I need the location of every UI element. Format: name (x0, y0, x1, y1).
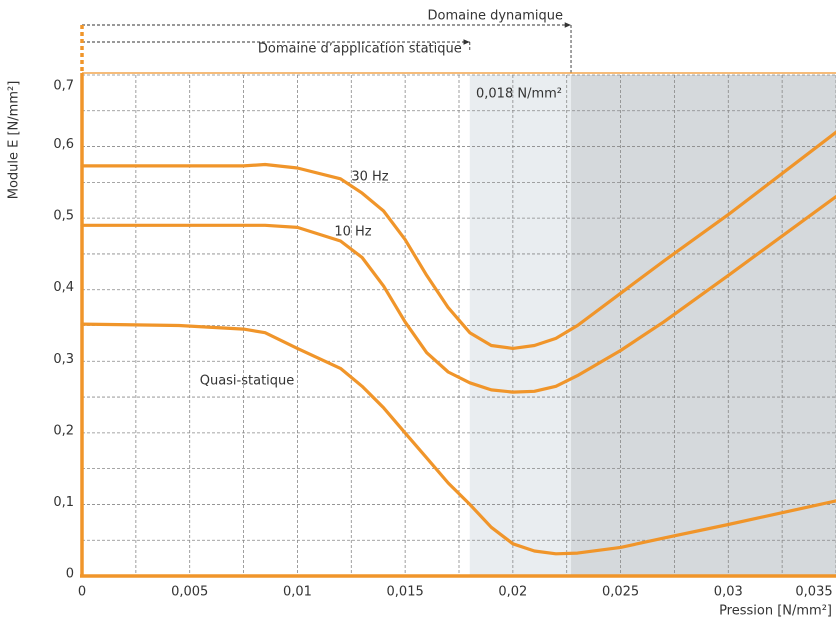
range-label: Domaine d’application statique (258, 42, 462, 57)
x-tick-label: 0,005 (171, 585, 208, 600)
x-tick-label: 0,025 (602, 585, 639, 600)
x-tick-label: 0,02 (498, 585, 527, 600)
x-tick-label: 0,03 (714, 585, 743, 600)
x-axis-label: Pression [N/mm²] (719, 604, 832, 619)
y-tick-label: 0,2 (53, 423, 74, 438)
y-tick-label: 0 (66, 567, 74, 582)
y-axis-label: Module E [N/mm²] (7, 81, 22, 200)
y-tick-label: 0,4 (53, 280, 74, 295)
x-tick-label: 0,035 (795, 585, 832, 600)
y-tick-label: 0,3 (53, 352, 74, 367)
series-label: 30 Hz (351, 170, 388, 185)
x-tick-label: 0,01 (283, 585, 312, 600)
annotation: 0,018 N/mm² (476, 87, 562, 102)
y-tick-label: 0,6 (53, 137, 74, 152)
series-line (80, 195, 836, 394)
x-tick-label: 0,015 (387, 585, 424, 600)
y-tick-label: 0,1 (53, 495, 74, 510)
series-label: Quasi-statique (200, 374, 295, 389)
y-tick-label: 0,7 (53, 79, 74, 94)
range-label: Domaine dynamique (428, 9, 564, 24)
series-label: 10 Hz (334, 225, 371, 240)
series-line (80, 130, 836, 350)
series-line (80, 322, 836, 556)
x-tick-label: 0 (78, 585, 86, 600)
y-tick-label: 0,5 (53, 209, 74, 224)
